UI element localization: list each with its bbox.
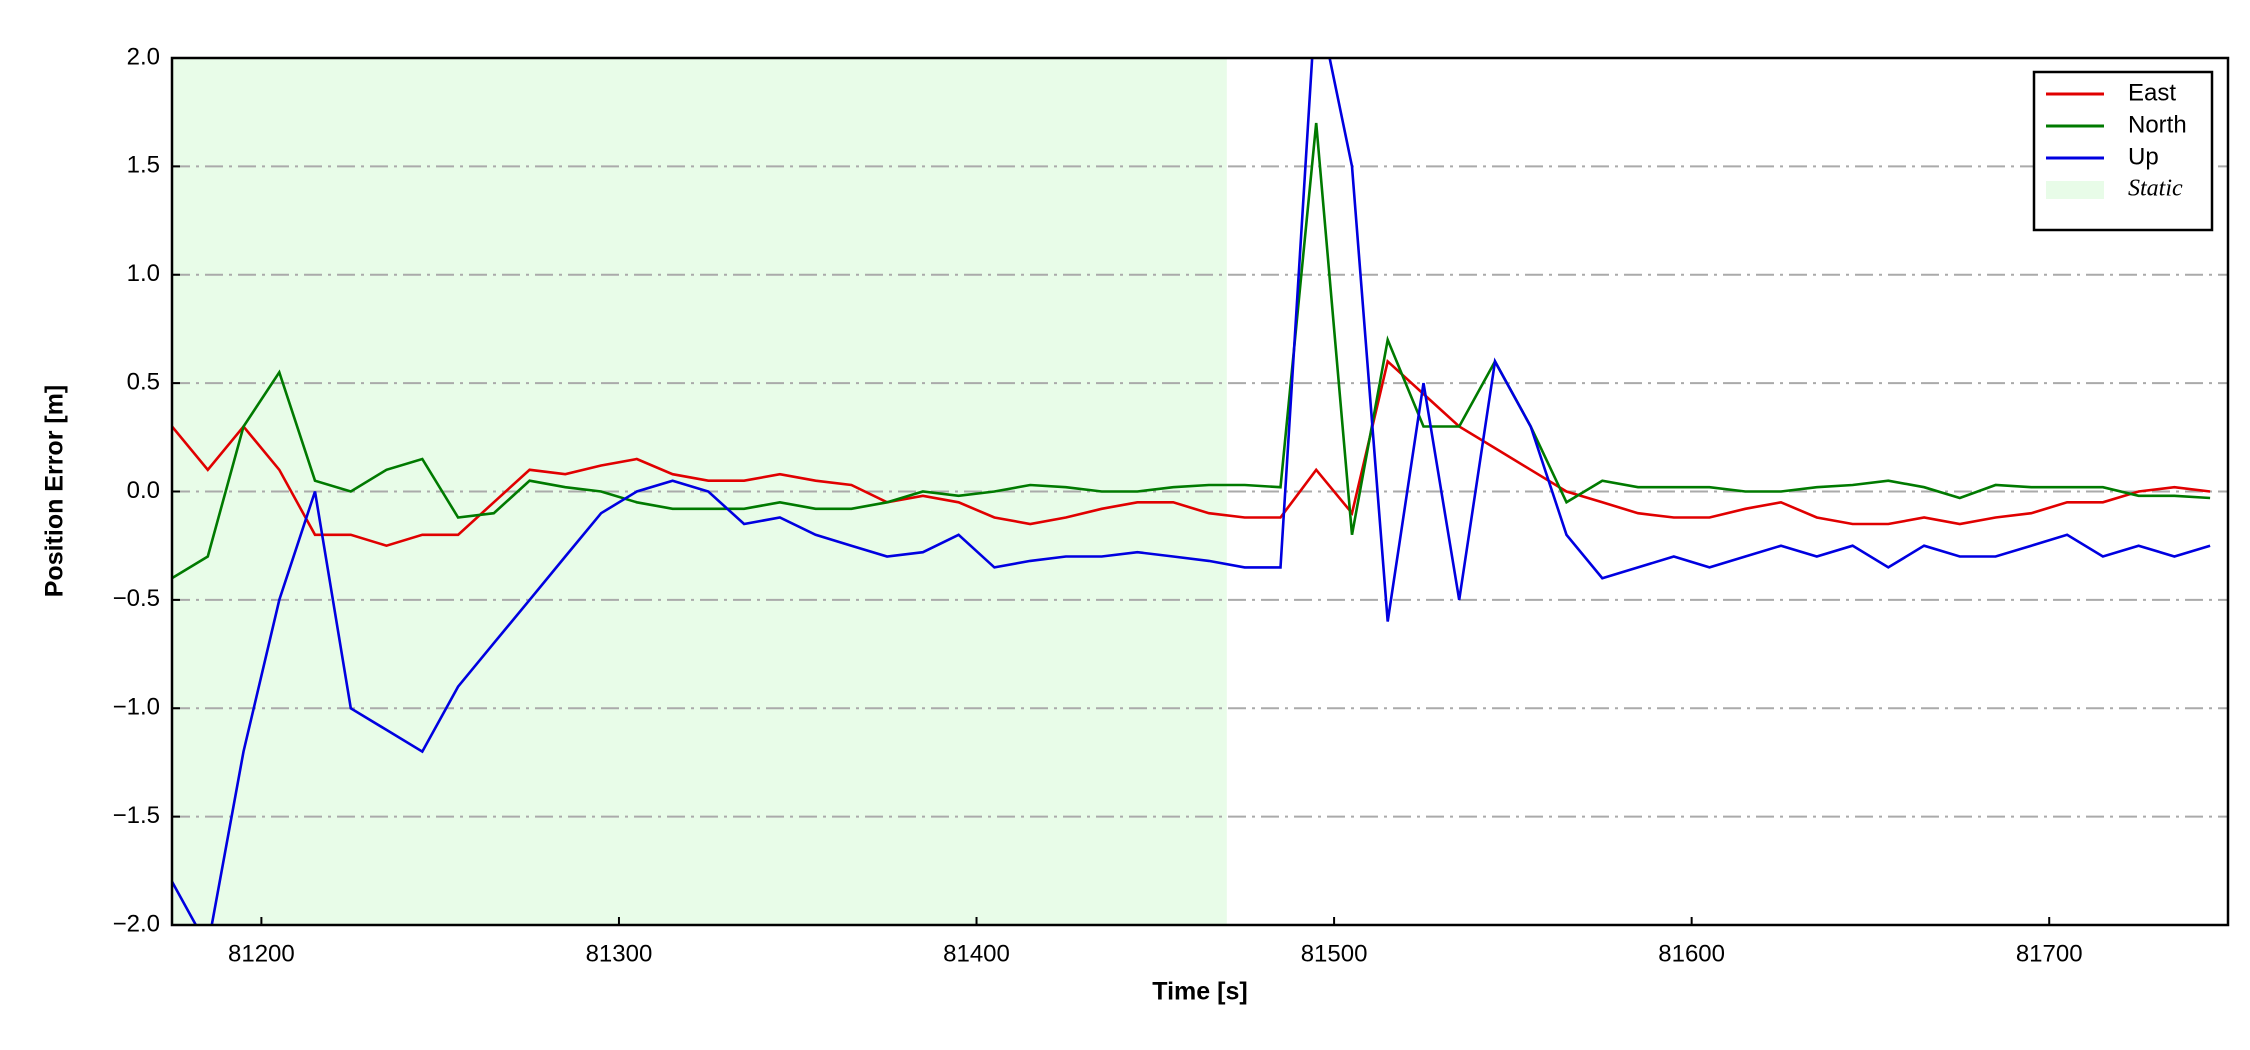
y-tick-label: 1.5 [127,152,160,179]
legend-label: Static [2128,176,2183,202]
x-tick-label: 81400 [943,940,1010,967]
y-tick-label: 0.0 [127,477,160,504]
y-tick-label: 0.5 [127,368,160,395]
x-tick-label: 81200 [228,940,295,967]
y-tick-label: −2.0 [113,910,160,937]
legend-box [2032,70,2214,232]
series-line [172,358,2211,548]
x-tick-label: 81300 [586,940,653,967]
plot-area [172,58,2228,925]
legend-label: Up [2128,143,2159,170]
y-axis-label: Position Error [m] [41,385,69,598]
y-tick-label: 1.0 [127,260,160,287]
x-tick-label: 81700 [2016,940,2083,967]
y-tick-label: −1.0 [113,694,160,721]
plot-frame [170,56,2230,927]
x-tick-label: 81600 [1658,940,1725,967]
x-tick-label: 81500 [1301,940,1368,967]
x-axis-label: Time [s] [1152,978,1247,1006]
y-tick-label: 2.0 [127,43,160,70]
y-tick-label: −1.5 [113,802,160,829]
legend-swatch [2046,181,2104,199]
legend-label: North [2128,111,2187,138]
series-line [172,58,2211,925]
y-tick-label: −0.5 [113,585,160,612]
series-line [172,122,2211,580]
legend-label: East [2128,79,2176,106]
